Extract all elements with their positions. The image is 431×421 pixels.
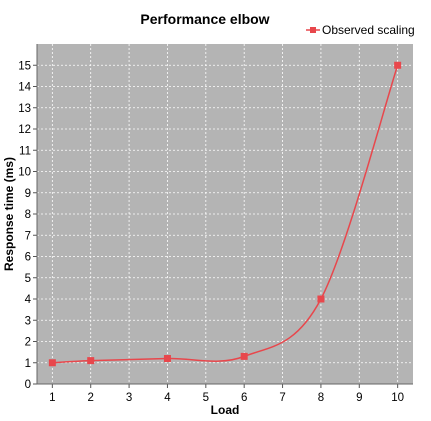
- x-tick-label: 8: [318, 392, 324, 404]
- legend: Observed scaling: [306, 23, 415, 37]
- x-tick-label: 10: [391, 392, 404, 404]
- x-tick-label: 5: [203, 392, 209, 404]
- y-tick-label: 12: [18, 124, 31, 136]
- x-tick-label: 1: [49, 392, 55, 404]
- y-tick-label: 8: [25, 209, 31, 221]
- data-point: [394, 61, 402, 69]
- x-tick-label: 9: [356, 392, 362, 404]
- y-axis-label: Response time (ms): [2, 157, 16, 271]
- data-point: [317, 295, 325, 303]
- data-point: [163, 355, 171, 362]
- legend-label: Observed scaling: [322, 23, 415, 37]
- x-tick-label: 3: [126, 392, 132, 404]
- data-point: [240, 352, 248, 360]
- y-tick-label: 13: [18, 103, 31, 115]
- y-tick-label: 15: [18, 60, 31, 72]
- y-tick-label: 1: [25, 358, 31, 370]
- y-tick-label: 14: [18, 82, 31, 94]
- y-tick-label: 10: [18, 167, 31, 179]
- x-tick-label: 2: [88, 392, 94, 404]
- x-axis-label: Load: [211, 403, 240, 417]
- y-tick-label: 0: [25, 379, 31, 391]
- series-observed-scaling: [48, 61, 402, 367]
- data-point: [48, 359, 56, 367]
- y-tick-label: 6: [25, 252, 31, 264]
- y-tick-label: 4: [25, 294, 32, 306]
- x-tick-label: 4: [164, 392, 171, 404]
- y-tick-label: 2: [25, 337, 31, 349]
- y-tick-label: 11: [19, 145, 31, 157]
- chart-title: Performance elbow: [140, 11, 269, 27]
- y-tick-label: 9: [25, 188, 31, 200]
- y-tick-label: 7: [25, 230, 31, 242]
- legend-marker: [310, 27, 316, 33]
- y-tick-label: 5: [25, 273, 31, 285]
- y-tick-label: 3: [25, 315, 31, 327]
- x-tick-label: 7: [279, 392, 285, 404]
- data-point: [87, 357, 95, 365]
- x-tick-label: 6: [241, 392, 247, 404]
